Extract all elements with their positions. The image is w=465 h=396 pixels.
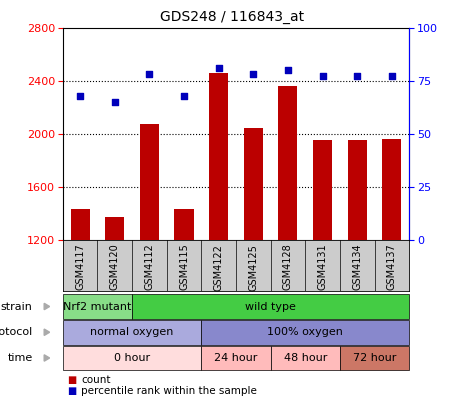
Point — [146, 71, 153, 78]
Bar — [313, 140, 332, 240]
Text: strain: strain — [0, 301, 33, 312]
Text: protocol: protocol — [0, 327, 33, 337]
Point — [180, 92, 188, 99]
Text: GSM4131: GSM4131 — [318, 244, 328, 290]
Text: GSM4115: GSM4115 — [179, 244, 189, 290]
Point — [76, 92, 84, 99]
Text: GSM4120: GSM4120 — [110, 244, 120, 290]
Text: percentile rank within the sample: percentile rank within the sample — [81, 386, 257, 396]
Text: GSM4112: GSM4112 — [144, 244, 154, 290]
Bar — [279, 86, 298, 240]
Text: count: count — [81, 375, 111, 385]
Text: Nrf2 mutant: Nrf2 mutant — [63, 301, 132, 312]
Bar — [244, 128, 263, 240]
Text: GSM4137: GSM4137 — [387, 244, 397, 290]
Text: 24 hour: 24 hour — [214, 353, 258, 363]
Point — [250, 71, 257, 78]
Bar — [174, 209, 193, 240]
Bar — [382, 139, 401, 240]
Text: 0 hour: 0 hour — [114, 353, 150, 363]
Point — [353, 73, 361, 80]
Text: 100% oxygen: 100% oxygen — [267, 327, 343, 337]
Text: GSM4125: GSM4125 — [248, 244, 259, 291]
Point — [215, 65, 222, 71]
Point — [319, 73, 326, 80]
Text: ■: ■ — [67, 375, 77, 385]
Text: ■: ■ — [67, 386, 77, 396]
Bar — [348, 140, 367, 240]
Point — [388, 73, 396, 80]
Bar — [209, 73, 228, 240]
Text: time: time — [7, 353, 33, 363]
Text: 72 hour: 72 hour — [353, 353, 396, 363]
Bar — [71, 209, 90, 240]
Bar — [105, 217, 124, 240]
Text: GSM4134: GSM4134 — [352, 244, 362, 290]
Text: GSM4117: GSM4117 — [75, 244, 85, 290]
Text: normal oxygen: normal oxygen — [90, 327, 174, 337]
Text: GDS248 / 116843_at: GDS248 / 116843_at — [160, 10, 305, 24]
Bar — [140, 124, 159, 240]
Text: wild type: wild type — [245, 301, 296, 312]
Text: 48 hour: 48 hour — [284, 353, 327, 363]
Text: GSM4122: GSM4122 — [213, 244, 224, 291]
Text: GSM4128: GSM4128 — [283, 244, 293, 290]
Point — [284, 67, 292, 73]
Point — [111, 99, 119, 105]
